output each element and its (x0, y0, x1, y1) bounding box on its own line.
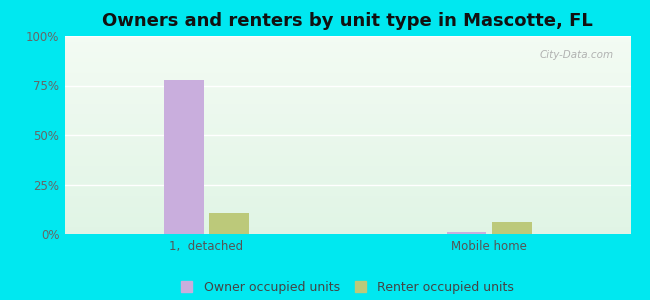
Bar (164, 80, 203, 234)
Bar (492, 222, 532, 234)
Bar (447, 232, 486, 234)
Bar (209, 213, 249, 234)
Text: City-Data.com: City-Data.com (540, 50, 614, 60)
Legend: Owner occupied units, Renter occupied units: Owner occupied units, Renter occupied un… (176, 276, 519, 299)
Title: Owners and renters by unit type in Mascotte, FL: Owners and renters by unit type in Masco… (103, 12, 593, 30)
